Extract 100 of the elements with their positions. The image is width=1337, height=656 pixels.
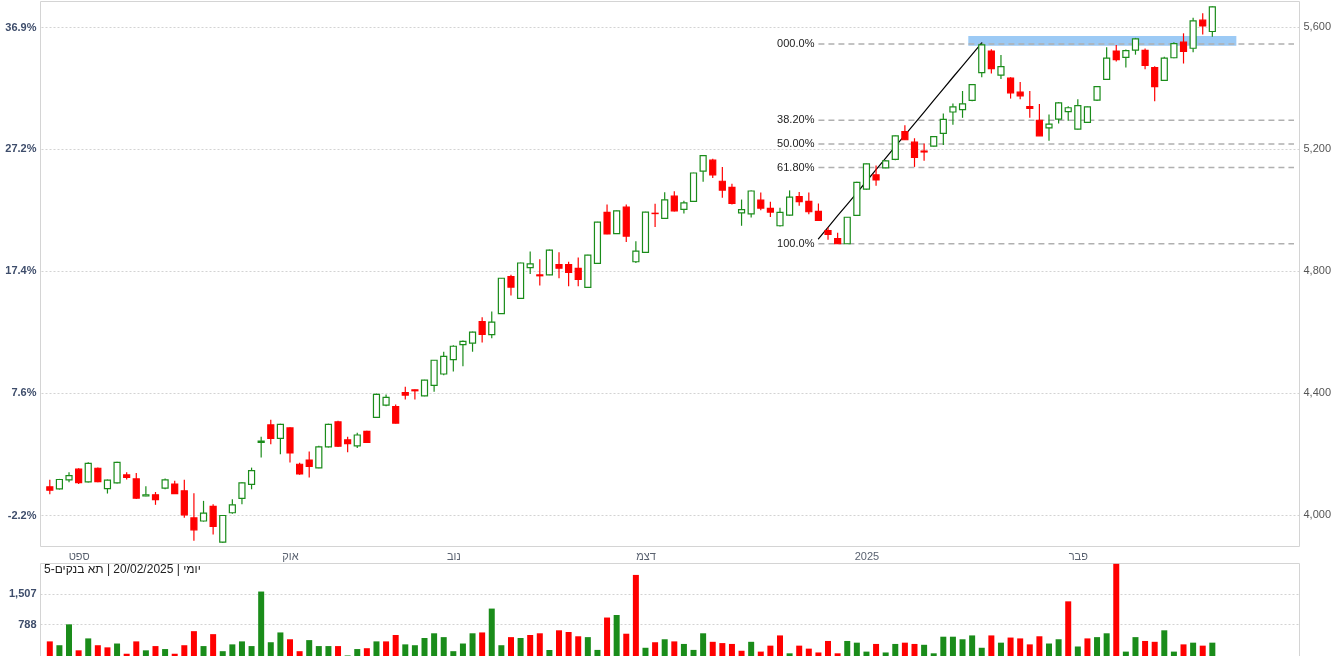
bar: [162, 649, 169, 656]
candlestick: [1199, 12, 1207, 36]
annotation: יומי | 20/02/2025 | תא בנקים-5: [44, 562, 201, 576]
y-tick-label: 4,000: [1303, 508, 1332, 521]
candlestick: [603, 203, 611, 235]
bar: [719, 643, 726, 656]
bar: [1046, 643, 1052, 656]
bar: [873, 643, 880, 656]
candlestick: [1074, 98, 1082, 130]
bar: [575, 636, 582, 656]
bar: [392, 635, 399, 656]
candlestick: [737, 198, 746, 227]
bar: [786, 653, 793, 656]
bar: [921, 644, 928, 656]
bar: [498, 645, 505, 656]
bar: [488, 608, 495, 656]
y-tick-label: 4,400: [1303, 386, 1332, 399]
bar: [728, 643, 735, 656]
bar: [892, 643, 899, 656]
bar: [536, 633, 543, 656]
bar: [46, 641, 53, 656]
candlestick: [939, 112, 947, 146]
candlestick: [1035, 103, 1043, 137]
candlestick: [1006, 76, 1015, 100]
candlestick: [190, 492, 198, 542]
bar: [258, 591, 265, 656]
candlestick: [1151, 65, 1159, 102]
candlestick: [1103, 46, 1111, 81]
candlestick: [824, 227, 832, 241]
bar: [1065, 601, 1072, 656]
bar: [796, 645, 803, 656]
candlestick: [507, 274, 515, 297]
bar: [1199, 645, 1206, 656]
bar: [527, 635, 534, 656]
bar: [114, 643, 121, 656]
bar: [988, 635, 995, 656]
bar: [671, 641, 678, 656]
bar: [431, 633, 438, 656]
bar: [373, 641, 380, 656]
candlestick: [805, 191, 813, 215]
bar: [238, 641, 245, 656]
bar: [565, 632, 572, 656]
bar: [959, 639, 966, 656]
candlestick: [1026, 90, 1034, 119]
bar: [325, 646, 332, 656]
annotation: 100.0%: [777, 236, 815, 249]
bar: [104, 647, 111, 656]
bar: [930, 653, 937, 656]
candlestick: [267, 419, 275, 445]
bar: [844, 640, 851, 656]
bar: [363, 648, 370, 656]
candlestick: [478, 316, 486, 344]
candlestick: [1122, 48, 1130, 69]
bar: [1113, 563, 1120, 656]
bar: [623, 633, 630, 656]
bar: [949, 636, 956, 656]
candlestick: [488, 310, 496, 339]
bar: [1142, 640, 1149, 656]
bar: [1209, 642, 1216, 656]
candlestick: [411, 388, 419, 401]
bar: [680, 643, 687, 656]
y2-tick-label: 27.2%: [5, 141, 37, 154]
bar: [277, 632, 284, 656]
bar: [738, 650, 745, 656]
candlestick: [786, 189, 794, 217]
annotation: 50.00%: [777, 137, 815, 150]
bar: [1190, 642, 1197, 656]
candlestick: [449, 344, 457, 373]
bar: [776, 635, 783, 656]
candlestick: [247, 467, 256, 490]
bar: [94, 645, 101, 656]
y-tick-label: 4,800: [1303, 264, 1332, 277]
candlestick: [949, 102, 957, 126]
candlestick: [392, 403, 400, 424]
candlestick: [910, 137, 919, 168]
bar: [940, 636, 947, 656]
x-tick-label: פבר: [1068, 549, 1089, 562]
bar: [411, 645, 418, 656]
bar: [700, 633, 707, 656]
candlestick: [459, 339, 467, 367]
bar: [1055, 639, 1062, 656]
x-tick-label: 2025: [854, 549, 880, 562]
bar: [75, 650, 82, 656]
bar: [748, 641, 755, 656]
bar: [863, 651, 870, 656]
bar: [335, 646, 342, 656]
bar: [556, 630, 563, 656]
bar: [306, 640, 313, 656]
bar: [652, 642, 659, 656]
bar: [997, 642, 1004, 656]
bar: [402, 644, 409, 656]
candlestick: [920, 142, 928, 162]
bar: [152, 646, 159, 656]
bar: [469, 633, 476, 656]
bar: [805, 648, 812, 656]
bar: [661, 639, 668, 656]
bar: [142, 650, 149, 656]
bar: [287, 639, 293, 656]
bar: [911, 643, 918, 656]
bar: [1017, 638, 1024, 656]
